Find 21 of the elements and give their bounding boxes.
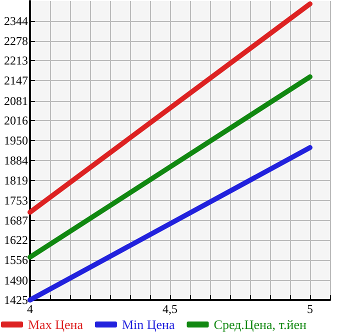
y-tick-label: 2213 bbox=[4, 54, 28, 68]
y-tick-label: 1884 bbox=[4, 154, 28, 168]
y-tick-label: 2081 bbox=[4, 94, 28, 108]
y-tick-label: 2344 bbox=[4, 14, 28, 28]
y-tick-label: 2016 bbox=[4, 114, 28, 128]
y-tick-label: 1950 bbox=[4, 134, 28, 148]
y-tick-label: 1622 bbox=[4, 233, 28, 248]
x-tick-label: 4 bbox=[27, 302, 33, 316]
y-tick-label: 1490 bbox=[4, 273, 28, 288]
y-tick-label: 1753 bbox=[4, 193, 28, 208]
x-tick-label: 4,5 bbox=[162, 302, 178, 316]
x-tick-label: 5 bbox=[307, 302, 314, 316]
y-tick-label: 2278 bbox=[4, 34, 28, 48]
y-tick-label: 1556 bbox=[4, 253, 28, 268]
y-tick-label: 1819 bbox=[4, 173, 28, 188]
y-tick-label: 1425 bbox=[4, 293, 28, 307]
legend-label: Min Цена bbox=[122, 317, 175, 332]
y-tick-label: 1687 bbox=[4, 213, 28, 228]
legend-label: Max Цена bbox=[28, 317, 84, 332]
legend-label: Сред.Цена, т.йен bbox=[214, 317, 306, 332]
y-tick-label: 2147 bbox=[4, 74, 28, 88]
